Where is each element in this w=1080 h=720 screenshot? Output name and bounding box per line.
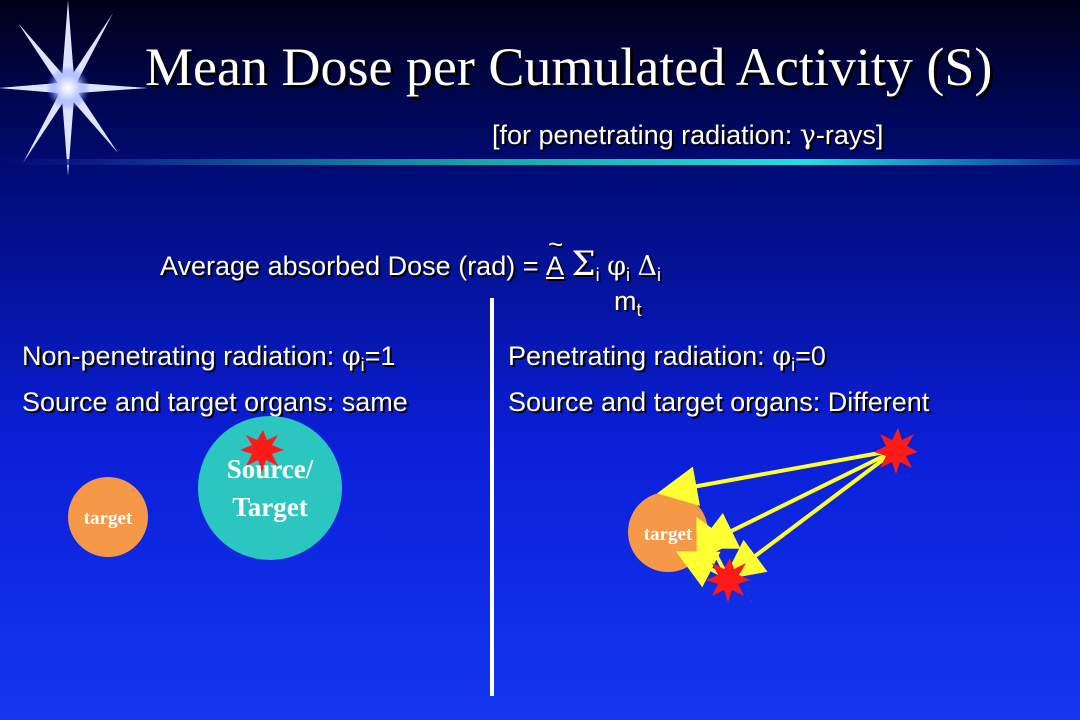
left-source-burst-icon	[240, 430, 284, 472]
gamma-symbol: γ	[799, 120, 816, 151]
sigma-symbol: Σ	[571, 244, 596, 284]
slide-subtitle: [for penetrating radiation: γ-rays]	[492, 120, 883, 151]
cumulated-activity-symbol: A	[546, 229, 564, 282]
phi-value: =1	[364, 341, 396, 371]
phi-value: =0	[795, 341, 826, 371]
penetrating-text: Penetrating radiation: φi=0 Source and t…	[508, 338, 929, 421]
slide-title: Mean Dose per Cumulated Activity (S)	[145, 37, 993, 97]
ray-upper-source-to-target-edge	[695, 448, 897, 549]
non-penetrating-line1: Non-penetrating radiation: φi=1	[22, 338, 408, 384]
formula-label: Average absorbed Dose (rad) =	[160, 251, 546, 281]
phi-symbol: φ	[772, 341, 792, 372]
subtitle-prefix: [for penetrating radiation:	[492, 120, 800, 150]
phi-index: i	[625, 265, 630, 285]
starburst-logo-icon	[0, 0, 148, 175]
subtitle-suffix: -rays]	[815, 120, 884, 150]
left-target-organ	[68, 477, 148, 557]
penetrating-line1: Penetrating radiation: φi=0	[508, 338, 929, 384]
non-penetrating-label: Non-penetrating radiation:	[22, 341, 342, 371]
source-target-line2: Target	[232, 492, 308, 522]
vertical-divider	[490, 298, 494, 696]
mass-subscript: t	[636, 300, 642, 320]
sigma-index: i	[595, 265, 600, 285]
phi-symbol: φ	[341, 341, 361, 372]
phi-index: i	[791, 355, 796, 375]
source-target-organ	[198, 416, 342, 560]
penetrating-label: Penetrating radiation:	[508, 341, 773, 371]
right-target-label: target	[644, 524, 693, 545]
title-divider-bar	[0, 159, 1080, 165]
lower-source-burst-icon	[706, 558, 750, 602]
source-target-line1: Source/	[227, 454, 314, 484]
penetrating-line2: Source and target organs: Different	[508, 387, 930, 417]
ray-upper-source-to-lower-source	[723, 448, 898, 580]
dose-formula: Average absorbed Dose (rad) = A Σi φi Δi	[160, 229, 661, 286]
left-target-label: target	[84, 508, 133, 529]
non-penetrating-text: Non-penetrating radiation: φi=1 Source a…	[22, 338, 408, 421]
mass-symbol: m	[614, 286, 637, 316]
phi-index: i	[360, 355, 365, 375]
gamma-ray-arrows	[657, 448, 898, 588]
formula-denominator: mt	[614, 286, 642, 321]
delta-index: i	[657, 265, 661, 285]
phi-symbol: φ	[607, 251, 626, 282]
delta-symbol: Δ	[637, 251, 658, 282]
ray-upper-source-to-target	[657, 448, 897, 506]
non-penetrating-line2: Source and target organs: same	[22, 387, 408, 417]
upper-source-burst-icon	[874, 428, 918, 474]
